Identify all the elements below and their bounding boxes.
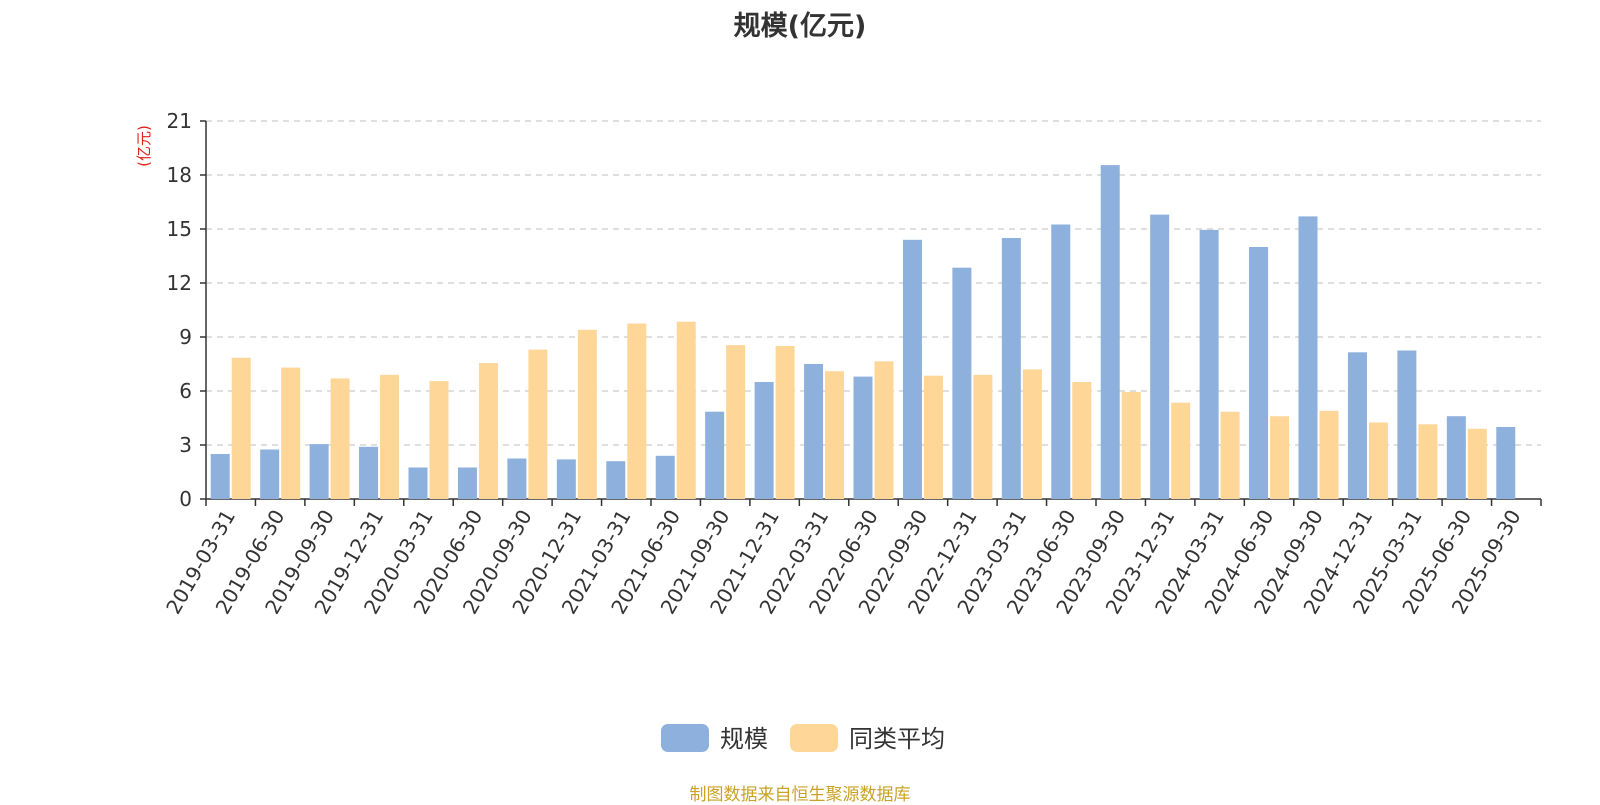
- bar-peer-average: [825, 371, 845, 499]
- bar-peer-average: [231, 357, 251, 499]
- bar-scale: [853, 376, 873, 499]
- y-tick-label: 0: [179, 487, 192, 511]
- y-tick-label: 18: [167, 163, 192, 187]
- bar-scale: [804, 364, 824, 499]
- legend-item-peer-average-label[interactable]: 同类平均: [849, 725, 945, 753]
- bar-peer-average: [330, 378, 350, 499]
- bar-scale: [606, 461, 626, 499]
- bar-scale: [952, 267, 972, 499]
- bar-scale: [1446, 416, 1466, 499]
- y-tick-label: 6: [179, 379, 192, 403]
- bar-peer-average: [1022, 369, 1042, 499]
- bar-peer-average: [1319, 410, 1339, 499]
- bar-peer-average: [923, 375, 943, 499]
- bar-peer-average: [627, 323, 647, 499]
- bar-scale: [457, 467, 477, 499]
- bar-scale: [210, 454, 230, 499]
- bar-peer-average: [1220, 411, 1240, 499]
- bar-scale: [1100, 165, 1120, 499]
- bar-scale: [359, 446, 379, 499]
- bar-scale: [260, 449, 280, 499]
- bar-peer-average: [1270, 416, 1290, 499]
- bar-peer-average: [1418, 424, 1438, 499]
- bar-scale: [1347, 352, 1367, 499]
- bar-peer-average: [726, 345, 746, 499]
- data-source-note: 制图数据来自恒生聚源数据库: [689, 785, 911, 805]
- bar-scale: [1199, 229, 1219, 499]
- bar-peer-average: [973, 374, 993, 499]
- bar-scale: [507, 458, 527, 499]
- bar-peer-average: [577, 329, 597, 499]
- y-tick-label: 12: [167, 271, 192, 295]
- y-tick-label: 9: [179, 325, 192, 349]
- bar-scale: [1001, 238, 1021, 499]
- bar-scale: [1249, 247, 1269, 499]
- y-axis-label: (亿元): [135, 125, 153, 167]
- bar-scale: [309, 444, 329, 499]
- bar-scale: [408, 467, 428, 499]
- bar-scale: [1150, 214, 1170, 499]
- y-tick-label: 15: [167, 217, 192, 241]
- bar-scale: [1298, 216, 1318, 499]
- bar-peer-average: [429, 381, 449, 499]
- bar-scale: [902, 239, 922, 500]
- bar-peer-average: [1072, 382, 1092, 499]
- bar-peer-average: [1467, 428, 1487, 499]
- bar-peer-average: [874, 361, 894, 499]
- bar-scale: [1397, 350, 1417, 499]
- bar-chart: 036912151821(亿元)2019-03-312019-06-302019…: [135, 109, 1542, 753]
- bar-scale: [754, 382, 774, 499]
- bar-peer-average: [528, 349, 548, 499]
- bar-scale: [1051, 224, 1071, 499]
- y-tick-label: 21: [167, 109, 192, 133]
- bar-peer-average: [380, 374, 400, 499]
- bar-scale: [655, 455, 675, 499]
- chart-title: 规模(亿元): [733, 11, 867, 42]
- bar-peer-average: [478, 363, 498, 499]
- bar-peer-average: [281, 367, 301, 499]
- bar-scale: [705, 411, 725, 499]
- legend-item-scale-swatch[interactable]: [661, 724, 709, 752]
- bar-peer-average: [1368, 422, 1388, 499]
- bar-peer-average: [1171, 402, 1191, 499]
- legend-item-scale-label[interactable]: 规模: [720, 725, 768, 753]
- bar-peer-average: [676, 321, 696, 499]
- legend-item-peer-average-swatch[interactable]: [790, 724, 838, 752]
- bar-peer-average: [1121, 391, 1141, 499]
- y-tick-label: 3: [179, 433, 192, 457]
- bar-scale: [556, 459, 576, 499]
- bar-scale: [1496, 427, 1516, 499]
- bar-peer-average: [775, 346, 795, 499]
